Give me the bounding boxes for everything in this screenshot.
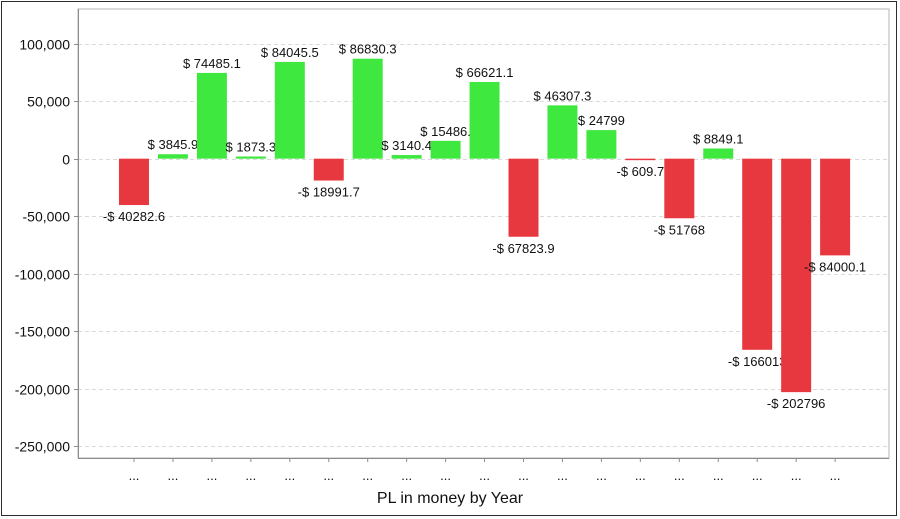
x-tick-label: ... — [284, 468, 295, 483]
bar — [664, 158, 695, 219]
x-tick-label: ... — [791, 468, 802, 483]
bar — [196, 72, 227, 159]
bar — [469, 81, 500, 159]
y-tick-label: -100,000 — [15, 267, 70, 283]
bar-data-label: $ 15486. — [420, 124, 471, 139]
bar-data-label: $ 3140.4 — [381, 138, 432, 153]
x-axis-title: PL in money by Year — [376, 490, 524, 507]
x-tick-label: ... — [362, 468, 373, 483]
bar-data-label: -$ 609.7 — [616, 164, 664, 179]
x-tick-label: ... — [752, 468, 763, 483]
x-tick-label: ... — [401, 468, 412, 483]
y-tick-label: -200,000 — [15, 382, 70, 398]
bar-data-label: -$ 18991.7 — [298, 185, 360, 200]
bar — [391, 155, 422, 159]
bar — [157, 154, 188, 159]
bar-data-label: $ 84045.5 — [261, 45, 319, 60]
bar-data-label: -$ 40282.6 — [103, 209, 165, 224]
bar — [586, 130, 617, 159]
x-tick-label: ... — [245, 468, 256, 483]
x-tick-label: ... — [713, 468, 724, 483]
bar-data-label: $ 8849.1 — [693, 131, 744, 146]
x-tick-label: ... — [596, 468, 607, 483]
bar — [703, 148, 734, 159]
x-tick-label: ... — [440, 468, 451, 483]
y-tick-label: -50,000 — [23, 209, 71, 225]
bar — [781, 158, 812, 393]
bar — [820, 158, 851, 256]
bar — [235, 156, 266, 159]
x-tick-label: ... — [830, 468, 841, 483]
bar-data-label: $ 74485.1 — [183, 56, 241, 71]
bar-data-label: -$ 67823.9 — [492, 241, 554, 256]
y-tick-label: -250,000 — [15, 439, 70, 455]
bar-data-label: -$ 166013 — [728, 354, 787, 369]
bar — [508, 158, 539, 237]
bar-data-label: $ 86830.3 — [339, 42, 397, 57]
bar — [742, 158, 773, 350]
bar-data-label: $ 1873.3 — [226, 140, 277, 155]
x-tick-label: ... — [674, 468, 685, 483]
bar-data-label: $ 3845.9 — [148, 137, 199, 152]
bar-data-label: $ 66621.1 — [456, 65, 514, 80]
bar — [274, 61, 305, 159]
bar-data-label: $ 46307.3 — [534, 88, 592, 103]
x-tick-label: ... — [557, 468, 568, 483]
x-tick-label: ... — [479, 468, 490, 483]
bar-data-label: -$ 51768 — [654, 222, 705, 237]
x-tick-label: ... — [635, 468, 646, 483]
y-tick-label: -150,000 — [15, 324, 70, 340]
y-tick-label: 100,000 — [19, 37, 70, 53]
x-tick-label: ... — [168, 468, 179, 483]
x-tick-label: ... — [323, 468, 334, 483]
x-tick-label: ... — [129, 468, 140, 483]
bar-data-label: $ 24799 — [578, 113, 625, 128]
bar — [352, 58, 383, 159]
bar — [547, 105, 578, 159]
x-tick-label: ... — [518, 468, 529, 483]
x-tick-label: ... — [206, 468, 217, 483]
bar — [313, 158, 344, 181]
y-tick-label: 0 — [62, 152, 70, 168]
y-tick-label: 50,000 — [27, 94, 70, 110]
bar-data-label: -$ 202796 — [767, 396, 826, 411]
bar — [625, 158, 656, 161]
bar-data-label: -$ 84000.1 — [804, 259, 866, 274]
bar — [430, 140, 461, 159]
bar — [119, 158, 149, 206]
